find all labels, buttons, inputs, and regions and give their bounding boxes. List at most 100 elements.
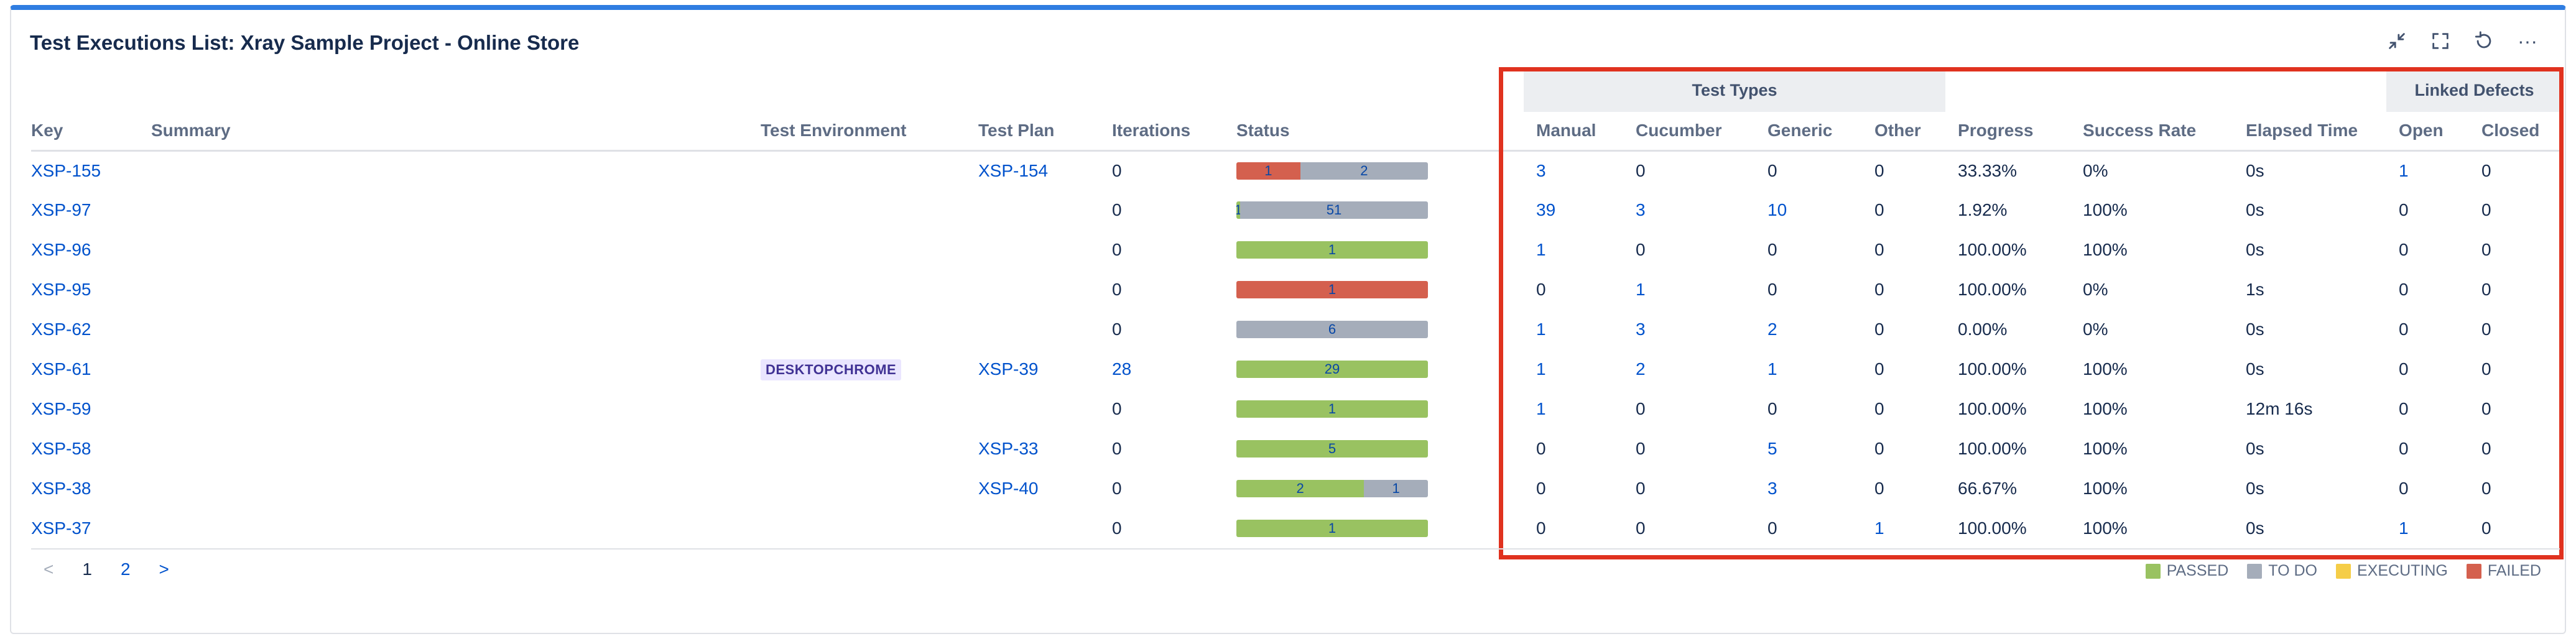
iterations: 0 (1112, 190, 1236, 230)
execution-key-value[interactable]: XSP-95 (31, 280, 91, 299)
legend-item: PASSED (2145, 562, 2228, 580)
generic-count: 0 (1755, 389, 1862, 429)
col-cucumber[interactable]: Cucumber (1623, 112, 1755, 152)
col-open[interactable]: Open (2386, 112, 2470, 152)
col-elapsed-time[interactable]: Elapsed Time (2233, 112, 2387, 152)
col-success-rate[interactable]: Success Rate (2070, 112, 2234, 152)
col-generic[interactable]: Generic (1755, 112, 1862, 152)
environment-tag: DESKTOPCHROME (761, 359, 902, 380)
progress-value-value: 66.67% (1958, 479, 2018, 498)
execution-key-value[interactable]: XSP-58 (31, 439, 91, 458)
status-segment-count: 1 (1236, 202, 1240, 218)
manual-count-value[interactable]: 1 (1536, 320, 1546, 339)
generic-count-value[interactable]: 1 (1768, 359, 1777, 379)
test-executions-table: Test Types Linked Defects Key Summary Te… (31, 68, 2563, 548)
manual-count-value[interactable]: 39 (1536, 200, 1556, 219)
status-bar[interactable]: 29 (1236, 361, 1428, 378)
status-bar[interactable]: 1 (1236, 400, 1428, 418)
col-summary[interactable]: Summary (151, 112, 761, 152)
manual-count-value[interactable]: 3 (1536, 160, 1546, 180)
execution-key-value[interactable]: XSP-38 (31, 479, 91, 498)
cucumber-count-value[interactable]: 1 (1636, 280, 1646, 299)
other-count: 0 (1862, 230, 1945, 270)
status-bar[interactable]: 1 (1236, 520, 1428, 537)
col-other[interactable]: Other (1862, 112, 1946, 152)
iterations-value[interactable]: 28 (1112, 359, 1132, 379)
col-manual[interactable]: Manual (1524, 112, 1623, 152)
more-icon[interactable]: ··· (2518, 29, 2537, 52)
status-segment-passed: 29 (1236, 361, 1428, 378)
closed-defects-value: 0 (2481, 200, 2491, 219)
iterations-value: 0 (1112, 320, 1122, 339)
cucumber-count-value[interactable]: 2 (1636, 359, 1646, 379)
pagination-page-1[interactable]: 1 (82, 559, 92, 579)
pagination-next[interactable]: > (159, 559, 169, 579)
execution-key-value[interactable]: XSP-37 (31, 518, 91, 538)
progress-value-value: 100.00% (1958, 439, 2027, 458)
status-bar[interactable]: 1 (1236, 281, 1428, 298)
status-bar[interactable]: 1 (1236, 241, 1428, 259)
cucumber-count-value[interactable]: 3 (1636, 320, 1646, 339)
elapsed-time-value: 0s (2246, 240, 2264, 259)
status-bar[interactable]: 5 (1236, 440, 1428, 458)
generic-count-value[interactable]: 10 (1768, 200, 1787, 219)
elapsed-time: 0s (2233, 310, 2386, 349)
test-plan-value[interactable]: XSP-39 (978, 359, 1039, 379)
pagination-page-2[interactable]: 2 (120, 559, 131, 579)
execution-key-value[interactable]: XSP-62 (31, 320, 91, 339)
table-row: XSP-95 0 1 0 1 0 0 100.00% 0% 1s 0 0 (31, 270, 2562, 310)
progress-value-value: 33.33% (1958, 160, 2018, 180)
success-rate: 100% (2070, 389, 2233, 429)
open-defects: 0 (2386, 270, 2469, 310)
open-defects: 0 (2386, 469, 2469, 508)
col-test-environment[interactable]: Test Environment (761, 112, 978, 152)
execution-key-value[interactable]: XSP-96 (31, 240, 91, 259)
pagination-prev[interactable]: < (44, 559, 54, 579)
fullscreen-icon[interactable] (2427, 27, 2454, 55)
col-progress[interactable]: Progress (1945, 112, 2071, 152)
open-defects-value[interactable]: 1 (2399, 518, 2409, 538)
progress-value-value: 0.00% (1958, 320, 2008, 339)
execution-key-value[interactable]: XSP-59 (31, 399, 91, 418)
cucumber-count-value[interactable]: 3 (1636, 200, 1646, 219)
execution-key-value[interactable]: XSP-97 (31, 200, 91, 219)
col-status[interactable]: Status (1236, 112, 1524, 152)
manual-count-value[interactable]: 1 (1536, 240, 1546, 259)
execution-key: XSP-37 (31, 508, 151, 548)
refresh-icon[interactable] (2470, 27, 2498, 55)
manual-count: 0 (1524, 469, 1623, 508)
elapsed-time: 0s (2233, 469, 2386, 508)
test-plan (978, 310, 1112, 349)
closed-defects: 0 (2469, 190, 2562, 230)
test-plan-value[interactable]: XSP-40 (978, 479, 1039, 498)
other-count: 0 (1862, 349, 1945, 389)
open-defects-value[interactable]: 1 (2399, 160, 2409, 180)
test-plan-value[interactable]: XSP-154 (978, 160, 1049, 180)
manual-count-value[interactable]: 1 (1536, 399, 1546, 418)
col-closed[interactable]: Closed (2469, 112, 2563, 152)
test-plan-value[interactable]: XSP-33 (978, 439, 1039, 458)
other-count-value: 0 (1874, 200, 1884, 219)
other-count-value[interactable]: 1 (1874, 518, 1884, 538)
generic-count-value[interactable]: 5 (1768, 439, 1777, 458)
generic-count-value[interactable]: 3 (1768, 479, 1777, 498)
status-bar[interactable]: 6 (1236, 321, 1428, 338)
col-key[interactable]: Key (31, 112, 151, 152)
status-cell: 1 (1236, 270, 1524, 310)
generic-count-value[interactable]: 2 (1768, 320, 1777, 339)
execution-key-value[interactable]: XSP-61 (31, 359, 91, 379)
collapse-icon[interactable] (2383, 27, 2411, 55)
col-test-plan[interactable]: Test Plan (978, 112, 1112, 152)
other-count-value: 0 (1874, 399, 1884, 418)
col-iterations[interactable]: Iterations (1112, 112, 1236, 152)
execution-key-value[interactable]: XSP-155 (31, 160, 101, 180)
pagination: < 1 2 > (44, 559, 169, 579)
success-rate: 100% (2070, 190, 2233, 230)
status-segment-passed: 1 (1236, 520, 1428, 537)
elapsed-time: 0s (2233, 150, 2386, 190)
progress-value-value: 100.00% (1958, 359, 2027, 379)
status-bar[interactable]: 1 51 (1236, 201, 1428, 219)
manual-count-value[interactable]: 1 (1536, 359, 1546, 379)
